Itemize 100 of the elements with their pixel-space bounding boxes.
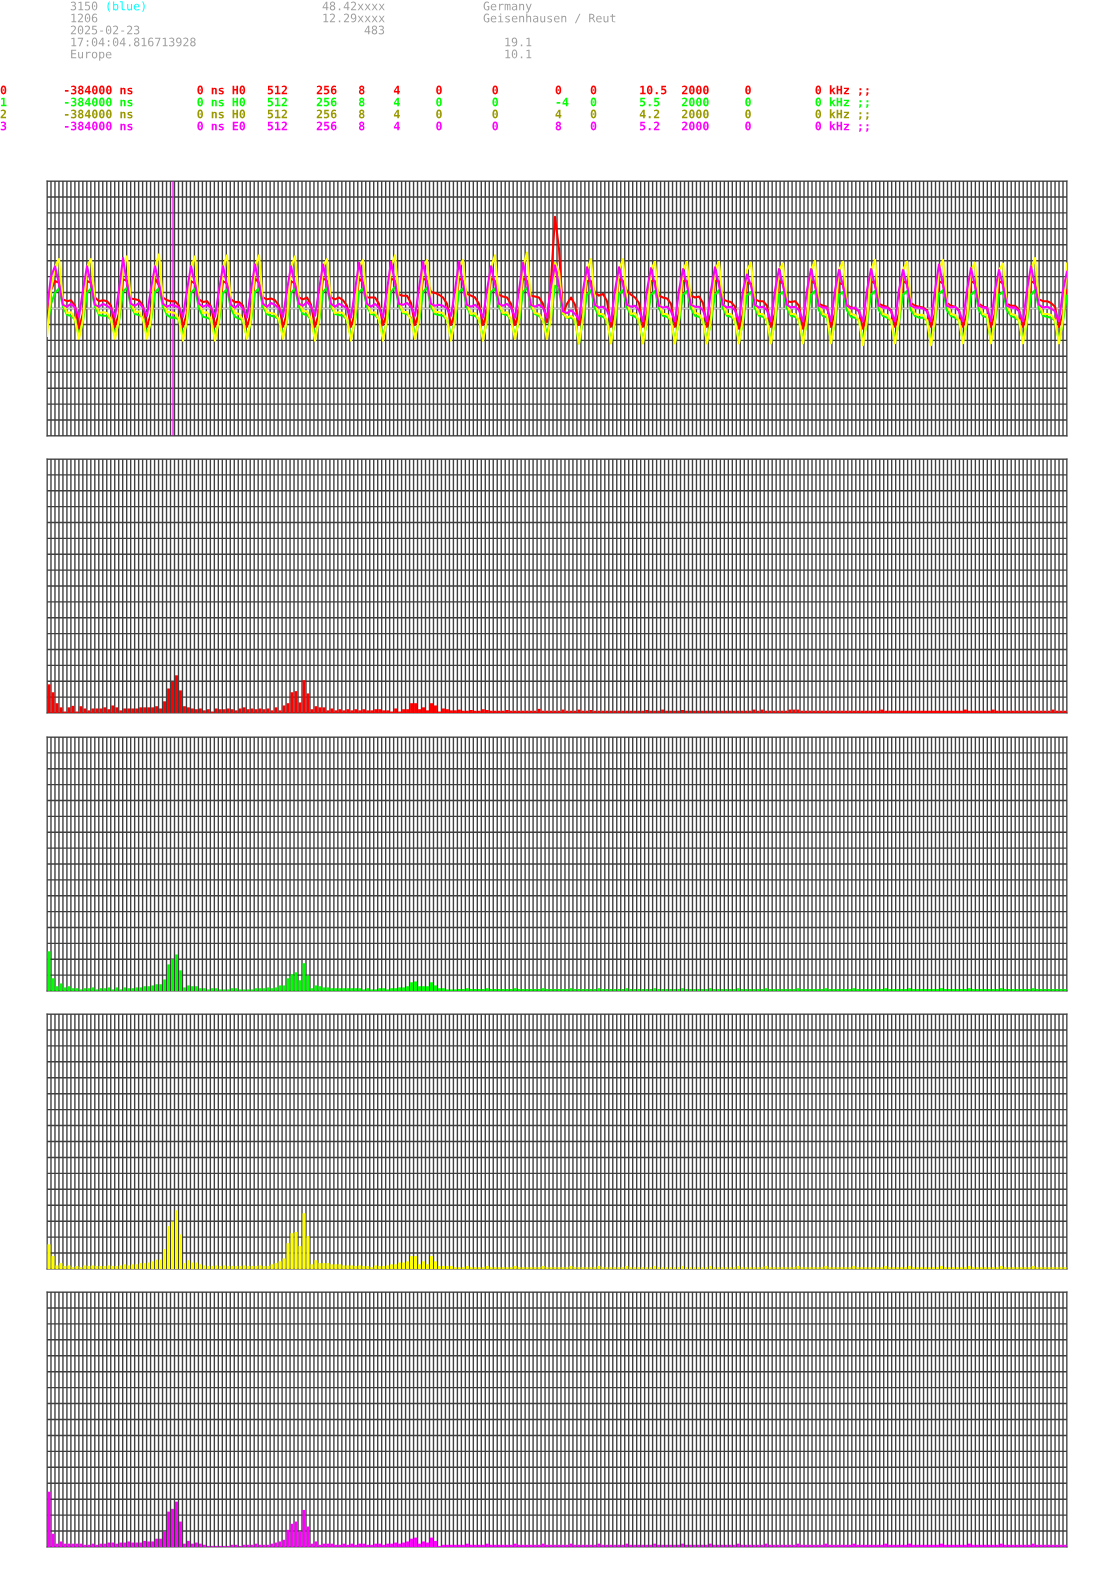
bar bbox=[198, 988, 202, 991]
bar bbox=[334, 1264, 338, 1269]
bar bbox=[91, 708, 95, 713]
bar bbox=[139, 707, 143, 713]
bar bbox=[194, 709, 198, 713]
bar bbox=[422, 707, 426, 713]
bar bbox=[274, 707, 278, 713]
bar bbox=[71, 705, 75, 713]
bar bbox=[47, 951, 51, 991]
bar bbox=[186, 985, 190, 991]
bar bbox=[378, 988, 382, 991]
bar bbox=[908, 1266, 912, 1269]
bar bbox=[422, 986, 426, 991]
bar bbox=[151, 1261, 155, 1269]
bar bbox=[796, 709, 800, 713]
bar bbox=[569, 988, 573, 991]
bar bbox=[681, 709, 684, 713]
bar bbox=[963, 709, 967, 713]
bar bbox=[131, 1264, 135, 1269]
bar bbox=[99, 1266, 103, 1269]
bar bbox=[270, 710, 274, 713]
bar bbox=[350, 1265, 354, 1269]
bar bbox=[326, 710, 330, 713]
bar bbox=[625, 1266, 629, 1269]
bar bbox=[290, 974, 294, 991]
bar bbox=[597, 1543, 601, 1547]
bar bbox=[302, 1213, 306, 1269]
text: Germany bbox=[483, 1, 532, 13]
bar bbox=[326, 1543, 330, 1547]
bar bbox=[708, 1543, 712, 1547]
bar bbox=[127, 988, 131, 991]
bar bbox=[87, 1266, 91, 1269]
bar bbox=[278, 1261, 282, 1269]
bar bbox=[350, 1543, 354, 1547]
bar bbox=[441, 988, 445, 991]
bar bbox=[258, 708, 262, 713]
bar bbox=[330, 988, 334, 991]
bar bbox=[135, 1264, 139, 1269]
bar bbox=[318, 707, 322, 713]
bar bbox=[139, 1542, 143, 1547]
bar bbox=[430, 1256, 433, 1269]
bar bbox=[278, 1541, 282, 1547]
bar bbox=[175, 954, 178, 991]
bar bbox=[366, 1266, 370, 1269]
bar bbox=[330, 1543, 334, 1547]
bar bbox=[760, 709, 764, 713]
bar bbox=[430, 982, 433, 991]
bar bbox=[262, 988, 266, 991]
bar bbox=[597, 1266, 601, 1269]
bar bbox=[366, 988, 370, 991]
bar bbox=[155, 984, 159, 991]
bar bbox=[402, 1542, 406, 1547]
bar bbox=[350, 710, 354, 713]
bar bbox=[366, 710, 370, 713]
bar bbox=[374, 709, 378, 713]
bar bbox=[414, 703, 418, 713]
text: 12.29xxxx bbox=[323, 13, 385, 23]
bar bbox=[290, 692, 294, 713]
bar bbox=[824, 1266, 828, 1269]
bar bbox=[426, 986, 429, 991]
bar bbox=[569, 1266, 573, 1269]
bar bbox=[485, 1266, 489, 1269]
bar bbox=[537, 708, 541, 713]
bar bbox=[374, 1543, 378, 1547]
bar bbox=[250, 708, 254, 713]
bar bbox=[824, 1543, 828, 1547]
bar bbox=[513, 988, 517, 991]
bar bbox=[852, 1266, 856, 1269]
bar bbox=[322, 707, 326, 713]
bar bbox=[967, 1266, 971, 1269]
bar bbox=[238, 708, 242, 713]
bar bbox=[430, 703, 433, 713]
bar bbox=[796, 988, 800, 991]
bar bbox=[214, 988, 218, 991]
bar bbox=[186, 1540, 190, 1547]
bar bbox=[131, 708, 135, 713]
bar bbox=[346, 1265, 350, 1269]
bar bbox=[143, 986, 147, 991]
bar bbox=[314, 985, 318, 991]
bar bbox=[155, 706, 159, 713]
bar bbox=[513, 1266, 517, 1269]
bar bbox=[433, 705, 437, 713]
bar bbox=[266, 708, 270, 713]
bar bbox=[322, 1543, 326, 1547]
bar bbox=[254, 1543, 258, 1547]
bar bbox=[406, 1541, 410, 1547]
bar bbox=[358, 988, 362, 991]
bar bbox=[75, 1266, 79, 1269]
bar bbox=[999, 988, 1003, 991]
bar bbox=[481, 709, 485, 713]
bar bbox=[967, 1543, 971, 1547]
bar bbox=[386, 1543, 390, 1547]
bar bbox=[378, 1543, 382, 1547]
bar bbox=[119, 1542, 123, 1547]
bar bbox=[513, 1543, 517, 1547]
bar bbox=[139, 1263, 143, 1269]
bar bbox=[111, 1266, 115, 1269]
bar bbox=[274, 1542, 278, 1547]
text: (blue) bbox=[107, 1, 145, 12]
bar bbox=[322, 1263, 326, 1269]
